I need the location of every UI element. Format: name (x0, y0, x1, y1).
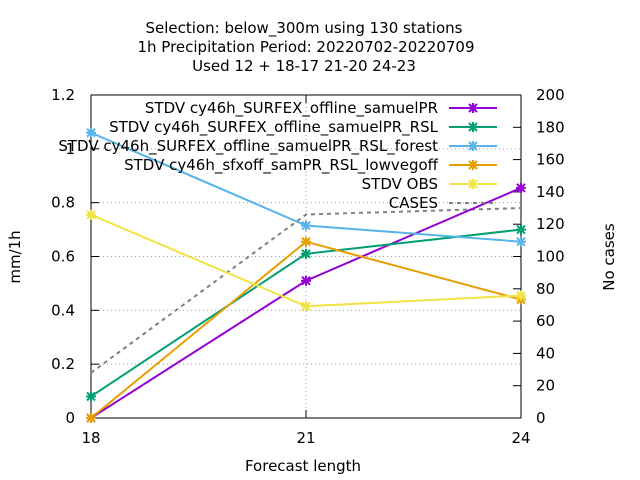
x-tick-label: 18 (81, 429, 100, 447)
y-axis-label: mm/1h (6, 230, 24, 283)
chart-title-line-2: 1h Precipitation Period: 20220702-202207… (137, 38, 474, 56)
y2-axis-label: No cases (600, 223, 618, 291)
y2-axis-ticks: 0 20 40 60 80 100 120 140 160 180 200 (513, 86, 565, 427)
data-point-series-5 (516, 290, 526, 301)
y2-tick-label: 0 (536, 409, 546, 427)
legend-entry-label: STDV cy46h_SURFEX_offline_samuelPR_RSL (109, 118, 439, 137)
y2-tick-label: 60 (536, 312, 555, 330)
y-tick-label: 0.8 (51, 194, 75, 212)
x-tick-label: 21 (296, 429, 315, 447)
y2-tick-label: 20 (536, 377, 555, 395)
legend-entry-label: STDV cy46h_sfxoff_samPR_RSL_lowvegoff (124, 156, 439, 175)
series-lines (86, 127, 526, 423)
data-point-series-3 (516, 236, 526, 247)
legend-marker (468, 122, 478, 132)
data-point-series-4 (301, 236, 311, 247)
data-point-series-2 (516, 224, 526, 235)
data-point-series-2 (86, 391, 96, 402)
y2-tick-label: 80 (536, 280, 555, 298)
data-point-series-2 (301, 248, 311, 259)
legend-marker (468, 160, 478, 170)
x-axis-ticks: 18 21 24 (81, 95, 531, 447)
chart-title-line-3: Used 12 + 18-17 21-20 24-23 (192, 57, 416, 75)
data-point-series-1 (301, 275, 311, 286)
y-tick-label: 0.4 (51, 301, 75, 319)
x-axis-label: Forecast length (245, 457, 361, 475)
data-point-series-5 (301, 301, 311, 312)
legend-entry-label: STDV cy46h_SURFEX_offline_samuelPR_RSL_f… (58, 137, 438, 156)
y-tick-label: 0 (65, 409, 75, 427)
x-tick-label: 24 (511, 429, 530, 447)
legend-entry-label: STDV OBS (362, 175, 438, 193)
legend-entry-label: STDV cy46h_SURFEX_offline_samuelPR (145, 99, 438, 118)
y2-tick-label: 120 (536, 215, 565, 233)
chart-title-line-1: Selection: below_300m using 130 stations (146, 19, 463, 38)
y2-tick-label: 180 (536, 118, 565, 136)
y-tick-label: 1 (65, 140, 75, 158)
y2-tick-label: 160 (536, 151, 565, 169)
data-point-series-3 (86, 127, 96, 138)
y2-tick-label: 200 (536, 86, 565, 104)
y-axis-ticks: 0 0.2 0.4 0.6 0.8 1 1.2 (51, 86, 99, 427)
chart-title: Selection: below_300m using 130 stations… (137, 19, 474, 75)
data-point-series-4 (86, 413, 96, 423)
y2-tick-label: 140 (536, 183, 565, 201)
legend-marker (468, 179, 478, 189)
data-point-series-1 (516, 182, 526, 193)
y-tick-label: 0.2 (51, 355, 75, 373)
y2-tick-label: 40 (536, 344, 555, 362)
y2-tick-label: 100 (536, 248, 565, 266)
legend-marker (468, 141, 478, 151)
y-tick-label: 0.6 (51, 248, 75, 266)
series-line-cases (90, 207, 522, 374)
data-point-series-5 (86, 209, 96, 220)
legend-entry-label-cases: CASES (389, 194, 438, 212)
y-tick-label: 1.2 (51, 86, 75, 104)
legend-marker (468, 103, 478, 113)
data-point-series-3 (301, 220, 311, 231)
